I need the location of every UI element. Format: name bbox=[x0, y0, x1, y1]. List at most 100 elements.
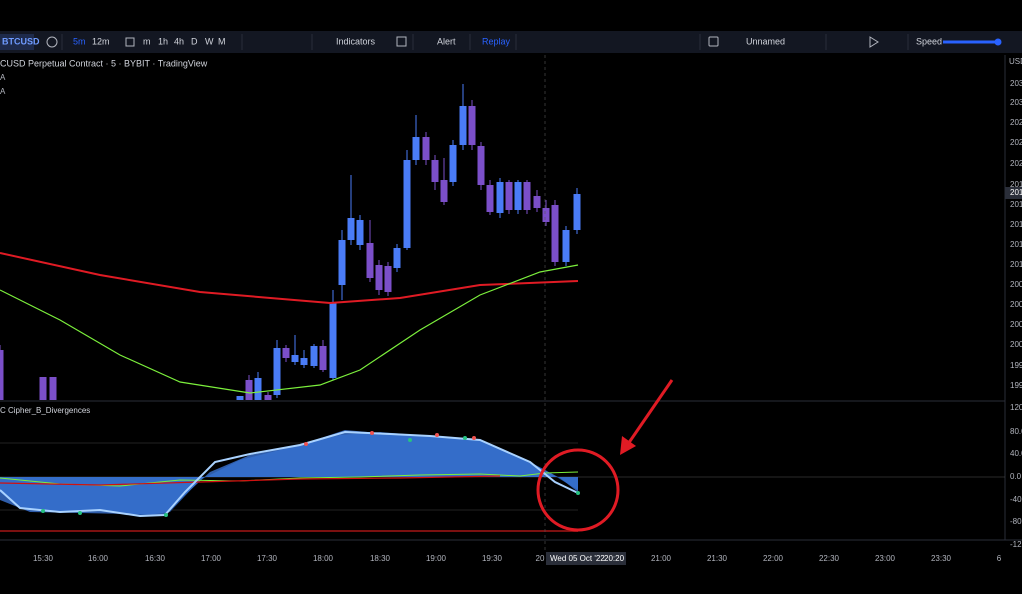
price-label: 200 bbox=[1010, 300, 1022, 309]
interval[interactable]: W bbox=[205, 36, 214, 46]
toolbar-separators bbox=[61, 34, 909, 50]
price-label: 202 bbox=[1010, 159, 1022, 168]
time-label: 18:00 bbox=[313, 554, 334, 563]
price-label: 203 bbox=[1010, 79, 1022, 88]
price-highlight-bg bbox=[1005, 187, 1022, 199]
price-label: 201 bbox=[1010, 260, 1022, 269]
candle-body bbox=[338, 240, 346, 285]
price-label: 201 bbox=[1010, 180, 1022, 189]
legend-title: CUSD Perpetual Contract · 5 · BYBIT · Tr… bbox=[0, 58, 208, 68]
candle-body bbox=[440, 180, 448, 202]
candle-body bbox=[245, 380, 253, 400]
indicators-button[interactable]: Indicators bbox=[336, 36, 376, 46]
price-label: 202 bbox=[1010, 138, 1022, 147]
interval[interactable]: 5m bbox=[73, 36, 86, 46]
time-label: 23:30 bbox=[931, 554, 952, 563]
candle-body bbox=[505, 182, 513, 210]
candle-body bbox=[486, 185, 494, 212]
interval[interactable]: 12m bbox=[92, 36, 110, 46]
price-label: 201 bbox=[1010, 240, 1022, 249]
time-label: 16:00 bbox=[88, 554, 109, 563]
indicator-axis-label: -80.0 bbox=[1010, 517, 1022, 526]
price-label: 202 bbox=[1010, 118, 1022, 127]
symbol[interactable]: BTCUSD bbox=[2, 36, 40, 46]
price-label: 201 bbox=[1010, 200, 1022, 209]
candle-body bbox=[347, 218, 355, 240]
candle-body bbox=[573, 194, 581, 230]
time-label: 21:30 bbox=[707, 554, 728, 563]
price-label: 199 bbox=[1010, 361, 1022, 370]
candle-body bbox=[412, 137, 420, 160]
price-label: 200 bbox=[1010, 340, 1022, 349]
interval[interactable]: M bbox=[218, 36, 226, 46]
interval[interactable]: 4h bbox=[174, 36, 184, 46]
alert-button[interactable]: Alert bbox=[437, 36, 456, 46]
add-symbol-icon[interactable] bbox=[46, 36, 58, 48]
candles bbox=[0, 84, 581, 400]
symbol-box[interactable] bbox=[0, 34, 34, 50]
candle-body bbox=[319, 346, 327, 370]
layout-icon[interactable] bbox=[708, 36, 719, 47]
annotation-circle bbox=[536, 448, 620, 532]
price-label: 199 bbox=[1010, 381, 1022, 390]
layout-name[interactable]: Unnamed bbox=[746, 36, 785, 46]
legend-row: A bbox=[0, 87, 6, 96]
time-label: 20 bbox=[536, 554, 545, 563]
candle-body bbox=[496, 182, 504, 213]
candle-body bbox=[431, 160, 439, 182]
candle-body bbox=[329, 302, 337, 378]
annotation-arrow bbox=[626, 379, 674, 445]
price-label: 201 bbox=[1010, 188, 1022, 197]
candle-body bbox=[477, 146, 485, 185]
toolbar bbox=[0, 31, 1022, 53]
candle-body bbox=[393, 248, 401, 268]
candle-body bbox=[468, 106, 476, 145]
templates-icon[interactable] bbox=[396, 36, 407, 47]
speed-knob[interactable] bbox=[994, 38, 1002, 46]
candle-body bbox=[291, 355, 299, 362]
chart-type-icon[interactable] bbox=[125, 37, 135, 47]
indicator-axis-label: 120.0 bbox=[1010, 403, 1022, 412]
time-label: 17:30 bbox=[257, 554, 278, 563]
indicator-pane bbox=[0, 430, 1005, 532]
candle-body bbox=[254, 378, 262, 400]
candle-body bbox=[514, 182, 522, 210]
play-icon[interactable] bbox=[869, 36, 879, 48]
price-label: 200 bbox=[1010, 280, 1022, 289]
replay-button[interactable]: Replay bbox=[482, 36, 511, 46]
candle-body bbox=[39, 377, 47, 400]
candle-body bbox=[542, 208, 550, 222]
legend-row: A bbox=[0, 73, 6, 82]
price-label: 200 bbox=[1010, 320, 1022, 329]
crosshair-time: 20:20 bbox=[604, 554, 625, 563]
ma-red bbox=[0, 252, 579, 305]
speed-label: Speed bbox=[916, 36, 942, 46]
price-label: 201 bbox=[1010, 220, 1022, 229]
crosshair-date: Wed 05 Oct '22 bbox=[550, 554, 605, 563]
time-label: 22:30 bbox=[819, 554, 840, 563]
annotation-arrowhead bbox=[620, 436, 636, 455]
candle-body bbox=[403, 160, 411, 248]
time-label: 19:30 bbox=[482, 554, 503, 563]
candle-body bbox=[551, 205, 559, 262]
crosshair-label-bg bbox=[546, 552, 626, 565]
interval[interactable]: 1h bbox=[158, 36, 168, 46]
indicator-name: C Cipher_B_Divergences bbox=[0, 406, 90, 415]
candle-body bbox=[310, 346, 318, 366]
indicator-axis-label: -40.0 bbox=[1010, 495, 1022, 504]
candle-body bbox=[533, 196, 541, 208]
interval[interactable]: D bbox=[191, 36, 198, 46]
indicator-axis-label: -12 bbox=[1010, 540, 1022, 549]
candle-body bbox=[384, 266, 392, 292]
price-label: 203 bbox=[1010, 98, 1022, 107]
time-label: 19:00 bbox=[426, 554, 447, 563]
candle-body bbox=[422, 137, 430, 160]
candle-body bbox=[300, 358, 308, 365]
interval[interactable]: m bbox=[143, 36, 151, 46]
time-label: 6 bbox=[997, 554, 1002, 563]
time-label: 15:30 bbox=[33, 554, 54, 563]
indicator-axis-label: 80.0 bbox=[1010, 427, 1022, 436]
candle-body bbox=[375, 265, 383, 290]
time-label: 22:00 bbox=[763, 554, 784, 563]
price-currency: USD bbox=[1009, 57, 1022, 66]
